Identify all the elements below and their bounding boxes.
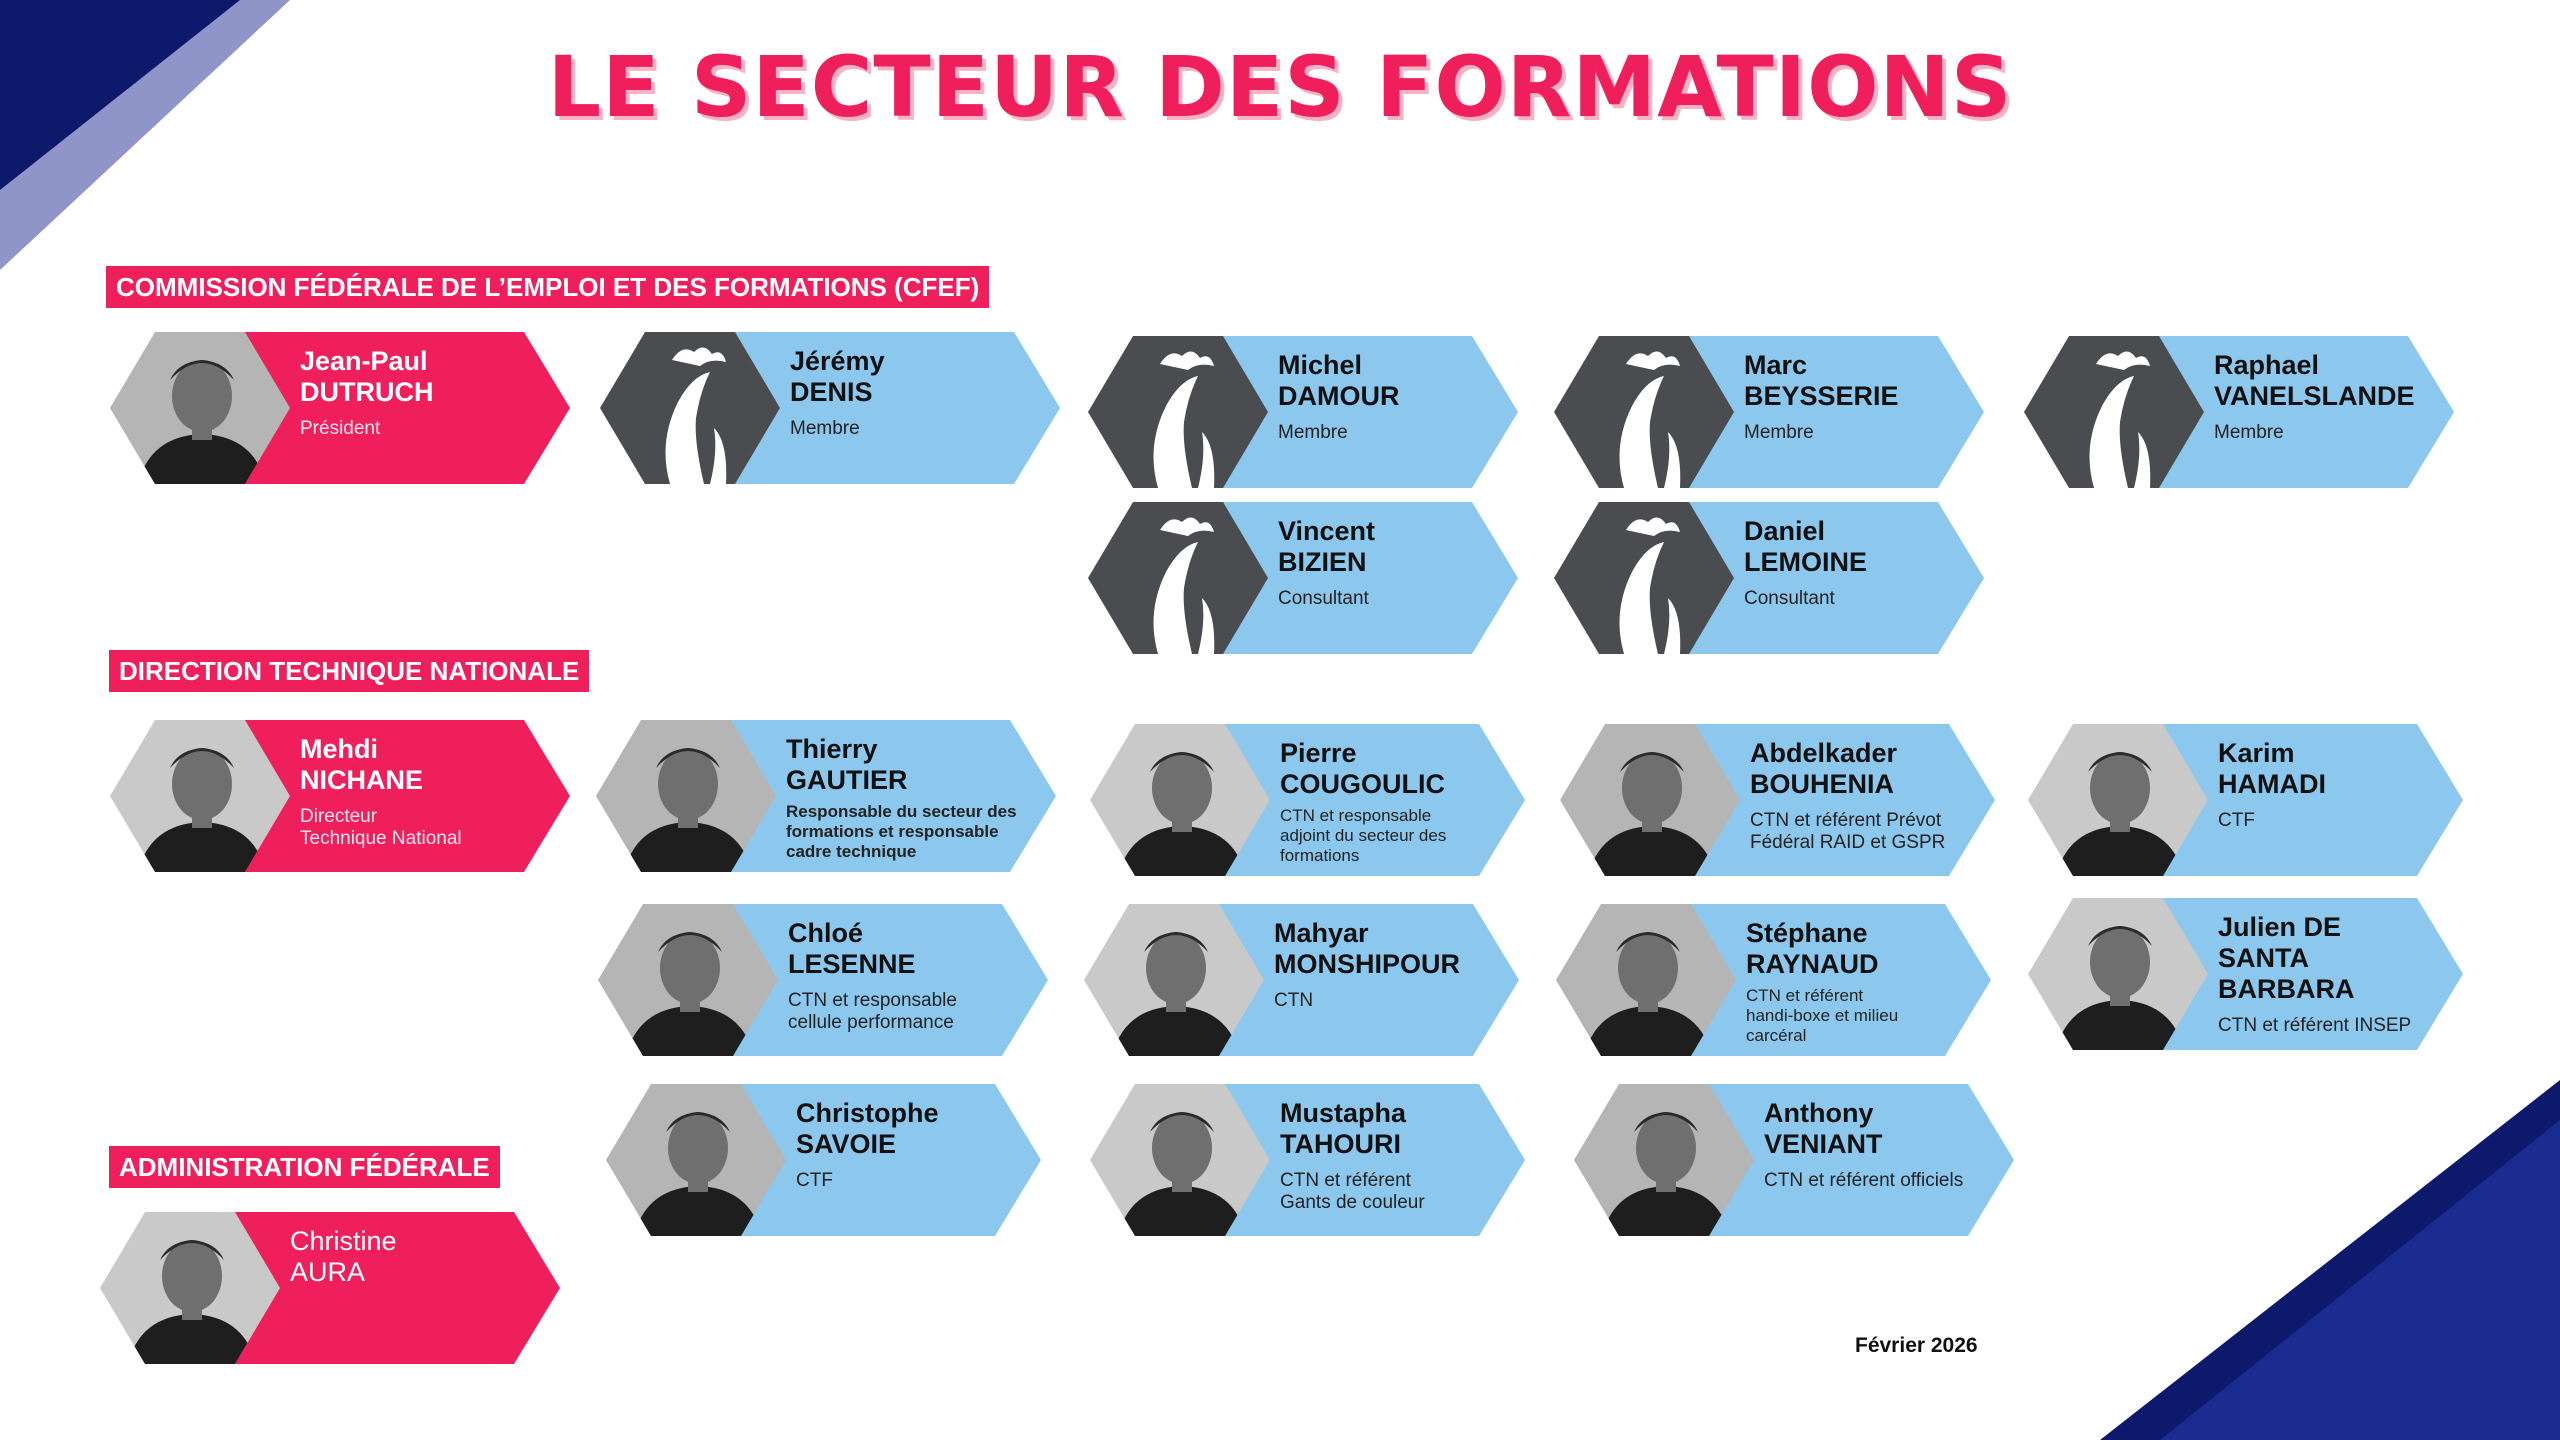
person-name: Stéphane RAYNAUD bbox=[1746, 918, 1879, 979]
person-role: CTF bbox=[2218, 810, 2255, 831]
card-background bbox=[1180, 724, 1525, 876]
card-background bbox=[1664, 1084, 2014, 1236]
person-card: Karim HAMADI CTF bbox=[2028, 724, 2463, 876]
person-name: Anthony VENIANT bbox=[1764, 1098, 1883, 1159]
person-name: Vincent BIZIEN bbox=[1278, 516, 1376, 577]
person-photo bbox=[606, 1084, 786, 1236]
rooster-logo-icon bbox=[1554, 336, 1734, 488]
card-background bbox=[1178, 502, 1518, 654]
card-background bbox=[190, 1212, 560, 1364]
person-name: Chloé LESENNE bbox=[788, 918, 916, 979]
person-name: Thierry GAUTIER bbox=[786, 734, 908, 795]
card-background bbox=[696, 1084, 1041, 1236]
person-name: Daniel LEMOINE bbox=[1744, 516, 1868, 577]
card-background bbox=[200, 720, 570, 872]
card-background bbox=[688, 904, 1048, 1056]
person-name: Christophe SAVOIE bbox=[796, 1098, 939, 1159]
person-name: Karim HAMADI bbox=[2218, 738, 2326, 799]
card-background bbox=[2114, 336, 2454, 488]
person-card: Abdelkader BOUHENIA CTN et référent Prévo… bbox=[1560, 724, 1995, 876]
person-name: Jérémy DENIS bbox=[790, 346, 885, 407]
person-role: Responsable du secteur des formations et… bbox=[786, 802, 1017, 861]
card-background bbox=[1180, 1084, 1525, 1236]
person-role: CTN et référent INSEP bbox=[2218, 1015, 2412, 1036]
card-background bbox=[2118, 724, 2463, 876]
person-card: Thierry GAUTIER Responsable du secteur de… bbox=[596, 720, 1056, 872]
person-card: Christophe SAVOIE CTF bbox=[606, 1084, 1041, 1236]
section-label-admin: ADMINISTRATION FÉDÉRALE bbox=[109, 1146, 500, 1188]
person-role: Membre bbox=[790, 418, 860, 439]
page-title: LE SECTEUR DES FORMATIONS bbox=[547, 38, 2013, 136]
person-card: Mehdi NICHANE Directeur Technique Nationa… bbox=[110, 720, 570, 872]
corner-decoration-bottom-right bbox=[2100, 1080, 2560, 1440]
card-background bbox=[1178, 336, 1518, 488]
card-background bbox=[1646, 904, 1991, 1056]
person-name: Mahyar MONSHIPOUR bbox=[1274, 918, 1461, 979]
person-card: Raphael VANELSLANDE Membre bbox=[2024, 336, 2454, 488]
person-name: Abdelkader BOUHENIA bbox=[1750, 738, 1898, 799]
card-background bbox=[1174, 904, 1519, 1056]
person-role: Consultant bbox=[1744, 588, 1835, 609]
person-name: Jean-Paul DUTRUCH bbox=[300, 346, 434, 407]
person-role: CTN et référent Prévot Fédéral RAID et G… bbox=[1750, 810, 1946, 853]
person-role: Président bbox=[300, 418, 381, 439]
person-card: Michel DAMOUR Membre bbox=[1088, 336, 1518, 488]
person-name: Raphael VANELSLANDE bbox=[2214, 350, 2415, 411]
person-name: Marc BEYSSERIE bbox=[1744, 350, 1899, 411]
person-role: CTN et référent handi-boxe et milieu car… bbox=[1746, 986, 1899, 1045]
person-role: CTN et responsable cellule performance bbox=[788, 990, 957, 1033]
person-photo bbox=[1090, 1084, 1270, 1236]
person-name: Christine AURA bbox=[290, 1226, 397, 1287]
person-card: Anthony VENIANT CTN et référent officiels bbox=[1574, 1084, 2014, 1236]
person-role: Consultant bbox=[1278, 588, 1369, 609]
person-card: Julien DE SANTA BARBARA CTN et référent I… bbox=[2028, 898, 2463, 1050]
person-name: Mustapha TAHOURI bbox=[1280, 1098, 1407, 1159]
person-name: Michel DAMOUR bbox=[1278, 350, 1400, 411]
rooster-logo-icon bbox=[600, 332, 780, 484]
person-role: Membre bbox=[2214, 422, 2284, 443]
person-role: CTF bbox=[796, 1170, 833, 1191]
person-card: Vincent BIZIEN Consultant bbox=[1088, 502, 1518, 654]
person-card: Chloé LESENNE CTN et responsable cellule … bbox=[598, 904, 1048, 1056]
card-background bbox=[200, 332, 570, 484]
person-card: Daniel LEMOINE Consultant bbox=[1554, 502, 1984, 654]
person-role: Directeur Technique National bbox=[300, 806, 462, 849]
card-background bbox=[690, 332, 1060, 484]
person-card: Mustapha TAHOURI CTN et référent Gants de… bbox=[1090, 1084, 1525, 1236]
rooster-logo-icon bbox=[1088, 336, 1268, 488]
person-card: Pierre COUGOULIC CTN et responsable adjoi… bbox=[1090, 724, 1525, 876]
person-card: Marc BEYSSERIE Membre bbox=[1554, 336, 1984, 488]
card-background bbox=[1644, 502, 1984, 654]
person-name: Mehdi NICHANE bbox=[300, 734, 424, 795]
person-role: CTN et référent officiels bbox=[1764, 1170, 1964, 1191]
card-background bbox=[1644, 336, 1984, 488]
person-card: Mahyar MONSHIPOUR CTN bbox=[1084, 904, 1519, 1056]
person-role: CTN et responsable adjoint du secteur de… bbox=[1280, 806, 1447, 865]
card-background bbox=[1650, 724, 1995, 876]
section-label-dtn: DIRECTION TECHNIQUE NATIONALE bbox=[109, 650, 590, 692]
person-card: Stéphane RAYNAUD CTN et référent handi-bo… bbox=[1556, 904, 1991, 1056]
person-name: Julien DE SANTA BARBARA bbox=[2218, 912, 2355, 1004]
person-role: Membre bbox=[1278, 422, 1348, 443]
footer-date: Février 2026 bbox=[1855, 1334, 1978, 1357]
person-name: Pierre COUGOULIC bbox=[1280, 738, 1445, 799]
person-photo bbox=[110, 332, 290, 484]
card-background bbox=[686, 720, 1056, 872]
person-role: CTN et référent Gants de couleur bbox=[1280, 1170, 1425, 1213]
rooster-logo-icon bbox=[2024, 336, 2204, 488]
person-role: CTN bbox=[1274, 990, 1314, 1011]
person-card: Jérémy DENIS Membre bbox=[600, 332, 1060, 484]
section-label-cfef: COMMISSION FÉDÉRALE DE L’EMPLOI ET DES F… bbox=[106, 266, 990, 308]
card-background bbox=[2118, 898, 2463, 1050]
person-photo bbox=[100, 1212, 280, 1364]
person-card: Christine AURA bbox=[100, 1212, 560, 1364]
person-role: Membre bbox=[1744, 422, 1814, 443]
person-photo bbox=[1574, 1084, 1754, 1236]
person-card: Jean-Paul DUTRUCH Président bbox=[110, 332, 570, 484]
